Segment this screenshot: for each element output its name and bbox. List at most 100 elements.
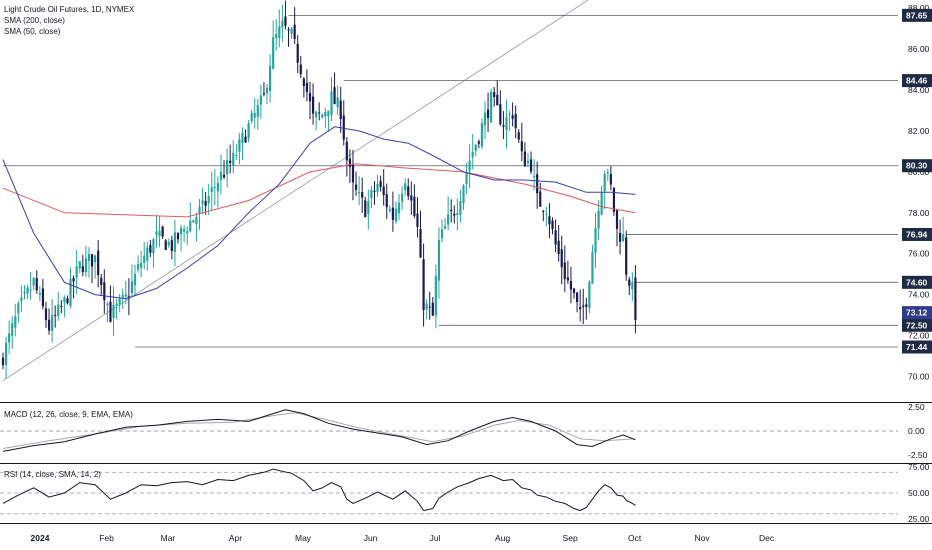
candle-body: [72, 277, 75, 282]
candle-body: [63, 297, 66, 303]
time-axis-label: Apr: [229, 533, 242, 543]
rsi-pane[interactable]: [0, 468, 898, 515]
candle-body: [87, 254, 91, 261]
candle-body: [256, 105, 259, 117]
candle-body: [244, 136, 247, 143]
candle-body: [238, 139, 241, 152]
candle-body: [354, 184, 358, 190]
candle-body: [305, 82, 309, 92]
candle-body: [419, 229, 422, 258]
candle-body: [557, 240, 560, 255]
candle-body: [585, 304, 588, 307]
price-tick-label: 78.00: [908, 208, 930, 218]
candle-body: [413, 196, 416, 216]
candle-body: [115, 303, 118, 306]
level-badge: [902, 318, 932, 332]
candle-body: [480, 123, 484, 147]
candle-body: [109, 301, 112, 322]
candle-body: [560, 249, 563, 268]
candle-body: [529, 159, 533, 172]
candle-body: [20, 297, 23, 302]
candle-body: [631, 281, 634, 290]
candle-body: [94, 255, 97, 263]
price-tick-label: 74.00: [908, 290, 930, 300]
candle-body: [397, 202, 401, 214]
level-badge-label: 87.65: [906, 10, 928, 20]
level-badge-label: 84.46: [906, 76, 928, 86]
candle-body: [8, 333, 11, 343]
candle-body: [11, 323, 14, 336]
price-tick-label: 82.00: [908, 126, 930, 136]
candle-body: [514, 113, 517, 129]
candle-body: [339, 100, 342, 120]
candle-body: [358, 191, 361, 194]
candle-body: [47, 319, 51, 331]
macd-pane[interactable]: [0, 409, 898, 452]
candle-body: [112, 304, 115, 319]
level-badge: [902, 340, 932, 354]
candle-body: [428, 306, 431, 308]
candle-body: [158, 230, 161, 237]
candle-body: [176, 233, 180, 240]
candle-body: [235, 154, 238, 156]
level-badge: [902, 227, 932, 241]
candle-body: [241, 132, 244, 144]
candle-body: [69, 278, 72, 307]
candle-body: [311, 96, 315, 114]
candle-body: [35, 278, 38, 291]
current-price-badge: [902, 306, 932, 320]
candle-body: [416, 213, 419, 227]
candle-body: [422, 259, 425, 311]
time-axis-label: Dec: [759, 533, 775, 543]
sma50-legend[interactable]: SMA (50, close): [4, 27, 61, 36]
candle-body: [579, 307, 582, 310]
price-tick-label: 86.00: [908, 44, 930, 54]
candle-body: [410, 195, 413, 201]
sma200-legend[interactable]: SMA (200, close): [4, 16, 65, 25]
candle-body: [66, 298, 69, 304]
rsi-tick-label: 75.00: [908, 462, 930, 472]
macd-legend[interactable]: MACD (12, 26, close, 9, EMA, EMA): [4, 410, 133, 419]
candle-body: [606, 171, 609, 174]
trendline: [2, 0, 589, 381]
candle-body: [41, 288, 45, 307]
candle-body: [232, 152, 235, 166]
candle-body: [315, 111, 318, 118]
candle-body: [318, 112, 321, 114]
candle-body: [471, 152, 474, 158]
candle-body: [164, 240, 167, 250]
candle-body: [75, 266, 78, 278]
candle-body: [551, 220, 554, 230]
candle-body: [609, 174, 612, 185]
symbol-title[interactable]: Light Crude Oil Futures, 1D, NYMEX: [4, 5, 135, 14]
level-badge: [902, 74, 932, 88]
candle-body: [456, 212, 459, 215]
candle-body: [575, 292, 579, 303]
candle-body: [186, 231, 189, 234]
candle-body: [149, 245, 152, 253]
time-axis-label: 2024: [31, 533, 50, 543]
candle-body: [462, 185, 465, 204]
candle-body: [523, 151, 526, 167]
price-pane[interactable]: [1, 0, 898, 381]
macd-line: [2, 409, 636, 452]
level-badge-label: 74.60: [906, 277, 928, 287]
candle-body: [272, 37, 275, 69]
candle-body: [563, 262, 566, 279]
candle-body: [453, 213, 456, 216]
candle-body: [146, 247, 149, 261]
price-tick-label: 76.00: [908, 249, 930, 259]
candle-body: [490, 91, 493, 123]
candle-body: [437, 240, 441, 281]
candle-body: [542, 210, 545, 212]
time-axis-label: Nov: [695, 533, 711, 543]
candle-body: [222, 174, 226, 178]
candle-body: [554, 230, 557, 245]
rsi-legend[interactable]: RSI (14, close, SMA, 14, 2): [4, 470, 101, 479]
candle-body: [483, 112, 487, 126]
candle-body: [192, 220, 195, 223]
candle-body: [618, 232, 622, 242]
candle-body: [247, 123, 250, 139]
candle-body: [302, 78, 305, 86]
